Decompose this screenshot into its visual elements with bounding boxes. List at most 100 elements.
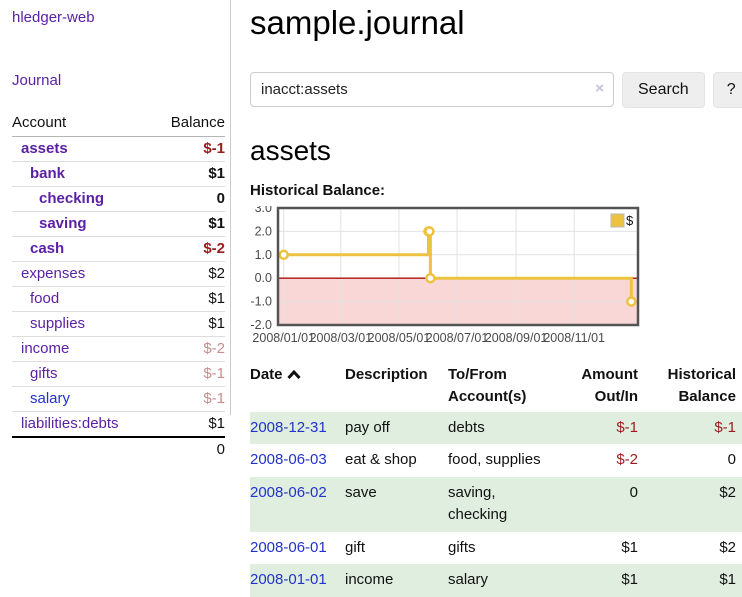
register-row: 2008-06-01 gift gifts $1 $2 bbox=[250, 532, 742, 565]
account-link-liabilities-debts[interactable]: liabilities:debts bbox=[21, 415, 119, 432]
account-balance: $1 bbox=[153, 311, 225, 337]
register-header-amount: Amount Out/In bbox=[581, 366, 638, 405]
account-row: saving $1 bbox=[12, 211, 225, 237]
register-header-date[interactable]: Date bbox=[250, 362, 345, 412]
accounts-table: Account Balance assets $-1 bank $1 checking 0… bbox=[12, 112, 225, 461]
account-balance: $1 bbox=[153, 161, 225, 187]
register-row: 2008-06-03 eat & shop food, supplies $-2 0 bbox=[250, 444, 742, 477]
transaction-accounts: debts bbox=[448, 418, 485, 436]
transaction-date-link[interactable]: 2008-06-01 bbox=[250, 538, 327, 556]
accounts-header-balance: Balance bbox=[153, 112, 225, 137]
svg-text:-2.0: -2.0 bbox=[250, 318, 272, 332]
sidebar: hledger-web Journal Account Balance asse… bbox=[0, 0, 230, 461]
account-row: assets $-1 bbox=[12, 136, 225, 162]
page-title: sample.journal bbox=[250, 4, 465, 41]
account-link-supplies[interactable]: supplies bbox=[30, 315, 86, 332]
account-row: bank $1 bbox=[12, 161, 225, 187]
main-content: sample.journal × Search ? assets Histori… bbox=[250, 0, 742, 597]
account-balance: $-2 bbox=[153, 336, 225, 362]
account-link-bank[interactable]: bank bbox=[30, 165, 66, 182]
svg-text:2008/05/01: 2008/05/01 bbox=[368, 331, 431, 345]
help-button[interactable]: ? bbox=[712, 72, 742, 108]
transaction-amount: $-2 bbox=[616, 451, 638, 468]
transaction-date-link[interactable]: 2008-12-31 bbox=[250, 418, 327, 436]
svg-text:3.0: 3.0 bbox=[255, 206, 272, 215]
account-row: expenses $2 bbox=[12, 261, 225, 287]
account-row: checking 0 bbox=[12, 186, 225, 212]
svg-text:2008/07/01: 2008/07/01 bbox=[426, 331, 489, 345]
transaction-date-link[interactable]: 2008-06-03 bbox=[250, 451, 327, 468]
account-balance: $1 bbox=[153, 286, 225, 312]
account-link-checking[interactable]: checking bbox=[39, 190, 105, 207]
register-row: 2008-01-01 income salary $1 $1 bbox=[250, 564, 742, 597]
brand-link[interactable]: hledger-web bbox=[12, 9, 95, 26]
account-balance: $1 bbox=[208, 415, 225, 432]
transaction-balance: 0 bbox=[727, 451, 736, 468]
account-balance: 0 bbox=[153, 186, 225, 212]
transaction-amount: $-1 bbox=[616, 418, 638, 436]
account-link-assets[interactable]: assets bbox=[21, 140, 68, 157]
transaction-balance: $1 bbox=[719, 571, 736, 588]
account-link-food[interactable]: food bbox=[30, 290, 60, 307]
account-row: liabilities:debts $1 bbox=[12, 412, 225, 438]
transaction-amount: 0 bbox=[629, 483, 638, 501]
account-balance: $1 bbox=[153, 211, 225, 237]
accounts-total: 0 bbox=[153, 436, 225, 461]
svg-text:-1.0: -1.0 bbox=[250, 295, 272, 309]
register-header-accounts: To/From Account(s) bbox=[448, 366, 527, 405]
register-header-date-label: Date bbox=[250, 366, 283, 383]
account-balance: $-1 bbox=[153, 386, 225, 412]
balance-chart: $3.0 2.0 1.0 0.0 -1.0 -2.02008/01/012008/03/0… bbox=[250, 206, 640, 345]
accounts-header-account: Account bbox=[12, 112, 154, 137]
svg-text:2.0: 2.0 bbox=[255, 224, 272, 238]
transaction-balance: $2 bbox=[719, 483, 736, 501]
transaction-accounts: food, supplies bbox=[448, 451, 541, 468]
transaction-accounts: saving, checking bbox=[448, 483, 508, 524]
transaction-date-link[interactable]: 2008-06-02 bbox=[250, 483, 327, 501]
account-balance: $2 bbox=[153, 261, 225, 287]
transaction-accounts: gifts bbox=[448, 538, 476, 556]
register-row: 2008-12-31 pay off debts $-1 $-1 bbox=[250, 411, 742, 444]
svg-text:0.0: 0.0 bbox=[255, 271, 272, 285]
search-input[interactable] bbox=[250, 72, 614, 107]
account-row: income $-2 bbox=[12, 336, 225, 362]
chart-label: Historical Balance: bbox=[250, 182, 386, 199]
transaction-description: eat & shop bbox=[345, 451, 417, 468]
clear-search-icon[interactable]: × bbox=[595, 80, 604, 97]
account-balance: $-2 bbox=[153, 236, 225, 262]
accounts-total-row: 0 bbox=[12, 436, 225, 461]
account-row: cash $-2 bbox=[12, 236, 225, 262]
sidebar-divider bbox=[230, 0, 231, 415]
transaction-description: pay off bbox=[345, 418, 390, 436]
account-row: supplies $1 bbox=[12, 311, 225, 337]
svg-text:2008/03/01: 2008/03/01 bbox=[310, 331, 373, 345]
account-link-expenses[interactable]: expenses bbox=[21, 265, 86, 282]
search-button[interactable]: Search bbox=[622, 72, 705, 108]
transaction-balance: $-1 bbox=[714, 418, 736, 436]
register-row: 2008-06-02 save saving, checking 0 $2 bbox=[250, 476, 742, 532]
account-link-saving[interactable]: saving bbox=[39, 215, 87, 232]
account-balance: $-1 bbox=[153, 361, 225, 387]
svg-text:2008/09/01: 2008/09/01 bbox=[485, 331, 548, 345]
account-link-cash[interactable]: cash bbox=[30, 240, 65, 257]
register-table: Date Description To/From Account(s) Amou… bbox=[250, 362, 742, 597]
search-bar: × Search ? bbox=[250, 72, 742, 108]
sidebar-item-journal[interactable]: Journal bbox=[12, 72, 62, 89]
account-row: gifts $-1 bbox=[12, 361, 225, 387]
transaction-amount: $1 bbox=[621, 538, 638, 556]
svg-text:1.0: 1.0 bbox=[255, 248, 272, 262]
account-link-income[interactable]: income bbox=[21, 340, 70, 357]
sort-ascending-icon bbox=[286, 369, 301, 380]
account-link-salary[interactable]: salary bbox=[30, 390, 71, 407]
account-link-gifts[interactable]: gifts bbox=[30, 365, 58, 382]
transaction-date-link[interactable]: 2008-01-01 bbox=[250, 571, 327, 588]
svg-text:2008/11/01: 2008/11/01 bbox=[543, 331, 605, 345]
transaction-description: gift bbox=[345, 538, 366, 556]
register-header-description: Description bbox=[345, 366, 428, 383]
transaction-balance: $2 bbox=[719, 538, 736, 556]
transaction-description: income bbox=[345, 571, 394, 588]
register-header-balance: Historical Balance bbox=[667, 366, 736, 405]
transaction-accounts: salary bbox=[448, 571, 489, 588]
account-row: salary $-1 bbox=[12, 386, 225, 412]
account-title: assets bbox=[250, 135, 331, 166]
